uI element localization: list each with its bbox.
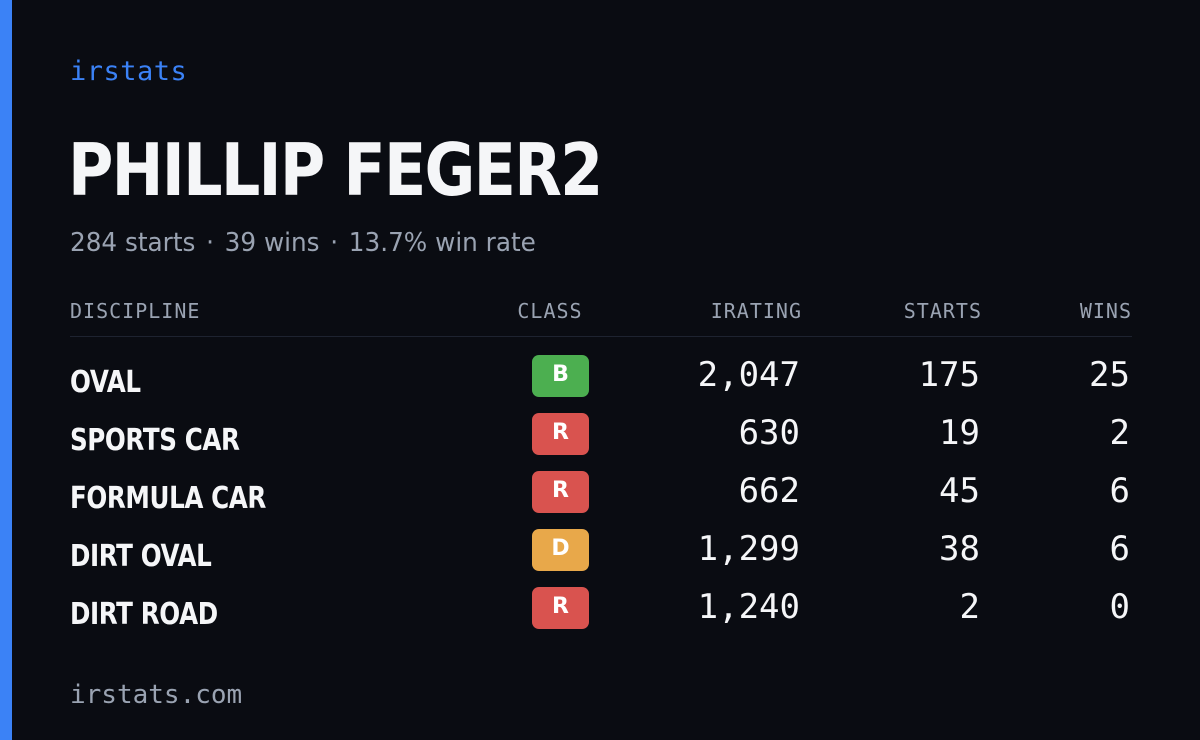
discipline-name: OVAL xyxy=(70,365,141,400)
irating-value: 2,047 xyxy=(697,355,800,395)
table-row: OVAL B 2,047 175 25 xyxy=(70,353,1132,411)
starts-value: 45 xyxy=(939,471,980,511)
table-row: SPORTS CAR R 630 19 2 xyxy=(70,411,1132,469)
discipline-name: FORMULA CAR xyxy=(70,481,266,516)
wins-value: 0 xyxy=(1109,587,1130,627)
class-badge: R xyxy=(532,413,589,455)
wins-value: 2 xyxy=(1109,413,1130,453)
class-badge: R xyxy=(532,471,589,513)
starts-value: 175 xyxy=(918,355,980,395)
class-badge: D xyxy=(532,529,589,571)
starts-value: 38 xyxy=(939,529,980,569)
summary-wins: 39 wins xyxy=(224,228,320,258)
driver-name: PHILLIP FEGER2 xyxy=(68,128,603,212)
header-discipline: DISCIPLINE xyxy=(70,299,201,323)
wins-value: 6 xyxy=(1109,471,1130,511)
summary-separator: · xyxy=(206,228,214,258)
discipline-name: DIRT ROAD xyxy=(70,597,218,632)
discipline-name: DIRT OVAL xyxy=(70,539,212,574)
table-row: DIRT OVAL D 1,299 38 6 xyxy=(70,527,1132,585)
discipline-name: SPORTS CAR xyxy=(70,423,240,458)
summary-separator: · xyxy=(330,228,339,258)
starts-value: 19 xyxy=(939,413,980,453)
wins-value: 6 xyxy=(1109,529,1130,569)
summary-starts: 284 starts xyxy=(70,228,196,258)
irating-value: 630 xyxy=(738,413,800,453)
table-row: FORMULA CAR R 662 45 6 xyxy=(70,469,1132,527)
header-starts: STARTS xyxy=(903,299,982,323)
header-wins: WINS xyxy=(1079,299,1132,323)
class-badge: B xyxy=(532,355,589,397)
header-class: CLASS xyxy=(517,299,583,323)
irating-value: 662 xyxy=(738,471,800,511)
table-header: DISCIPLINE CLASS IRATING STARTS WINS xyxy=(70,296,1132,337)
header-irating: IRATING xyxy=(710,299,802,323)
class-badge: R xyxy=(532,587,589,629)
footer-url: irstats.com xyxy=(70,680,243,710)
brand-logo: irstats xyxy=(70,56,188,87)
irating-value: 1,240 xyxy=(697,587,800,627)
table-body: OVAL B 2,047 175 25 SPORTS CAR R 630 19 … xyxy=(70,353,1132,643)
table-row: DIRT ROAD R 1,240 2 0 xyxy=(70,585,1132,643)
driver-summary: 284 starts · 39 wins · 13.7% win rate xyxy=(70,228,536,258)
irating-value: 1,299 xyxy=(697,529,800,569)
starts-value: 2 xyxy=(959,587,980,627)
discipline-table: DISCIPLINE CLASS IRATING STARTS WINS OVA… xyxy=(70,296,1132,643)
wins-value: 25 xyxy=(1089,355,1130,395)
summary-win-rate: 13.7% win rate xyxy=(348,228,536,258)
accent-bar xyxy=(0,0,12,740)
